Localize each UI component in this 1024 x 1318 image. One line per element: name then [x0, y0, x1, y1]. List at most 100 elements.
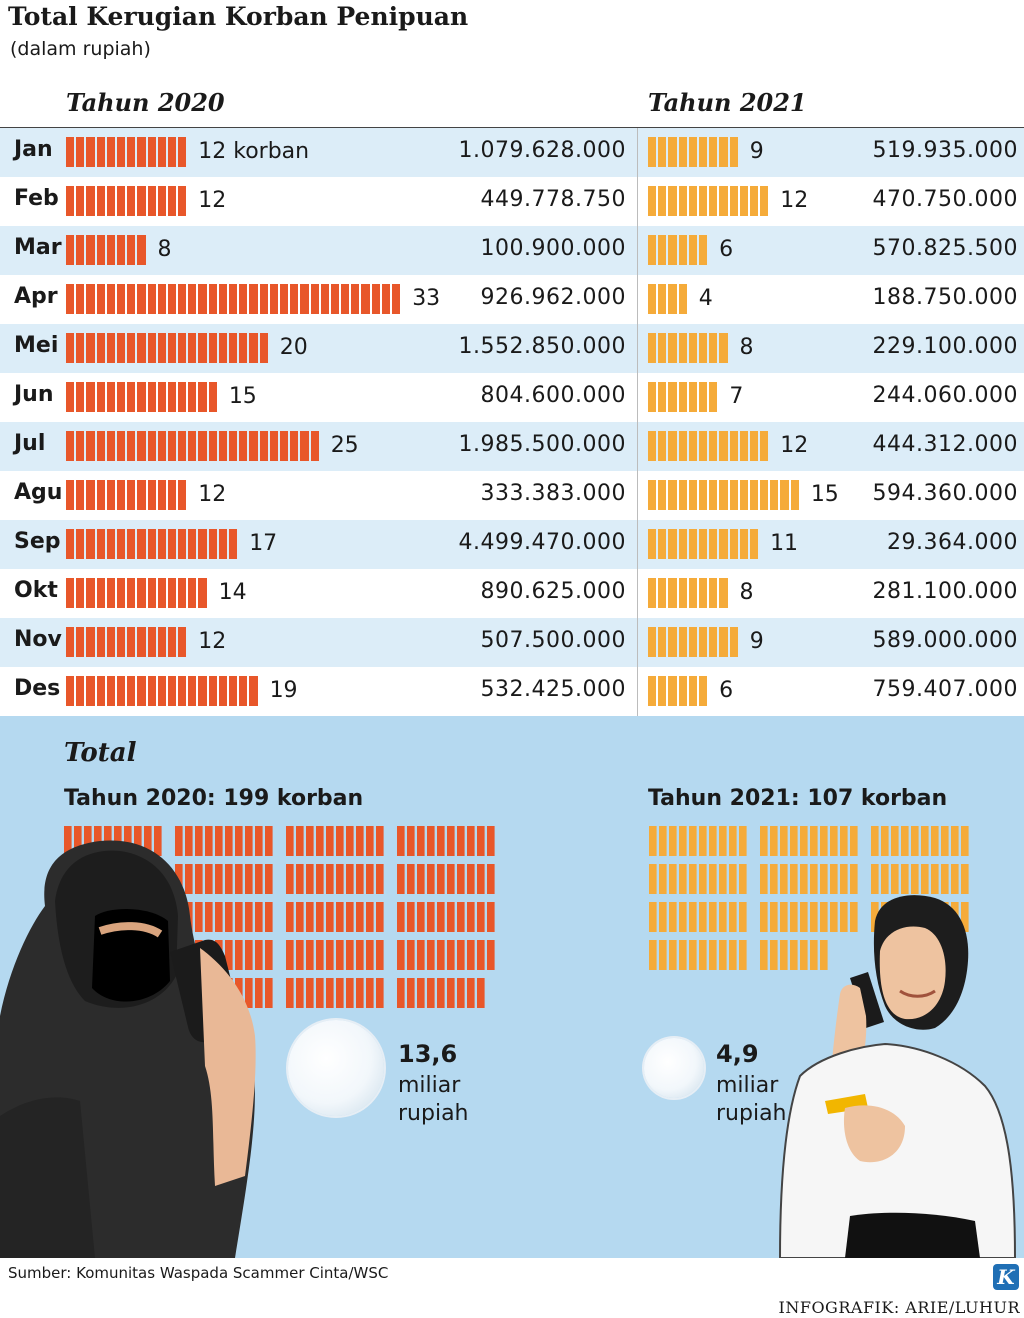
month-row: Jul 25 1.985.500.000 12 444.312.000: [0, 422, 1024, 471]
victim-tick-2021: [709, 627, 718, 657]
victim-tick-2021: [668, 186, 677, 216]
victim-tick-2020: [167, 529, 177, 559]
total-tick-2021: [961, 826, 969, 856]
total-tick-2020: [356, 864, 364, 894]
victim-tick-2020: [106, 137, 115, 167]
total-tick-2021: [669, 940, 677, 970]
total-tick-2020: [316, 978, 324, 1008]
victim-tick-2020: [249, 333, 258, 363]
total-tick-2020: [265, 978, 273, 1008]
total-tick-2020: [427, 864, 435, 894]
victim-tick-2020: [86, 676, 95, 706]
bar-2020: 12: [66, 186, 226, 216]
victim-tick-2021: [688, 382, 697, 412]
victim-tick-2021: [739, 431, 748, 461]
chart-subtitle: (dalam rupiah): [10, 38, 151, 60]
bar-2020: 12: [66, 480, 226, 510]
bar-2021: 7: [648, 382, 743, 412]
total-tick-2020: [235, 826, 243, 856]
loss-amount-2021: 589.000.000: [872, 628, 1018, 653]
victim-tick-2020: [188, 382, 197, 412]
total-tick-2020: [487, 902, 495, 932]
month-label: Mei: [14, 333, 59, 358]
total-tick-2021: [760, 826, 768, 856]
total-tick-2021: [810, 864, 818, 894]
victim-tick-2021: [648, 578, 657, 608]
total-tick-2020: [225, 902, 233, 932]
total-tick-2020: [397, 826, 405, 856]
victim-tick-2021: [668, 431, 677, 461]
victim-tick-2020: [147, 627, 156, 657]
victim-tick-2020: [208, 529, 217, 559]
victim-tick-2021: [658, 284, 667, 314]
victim-tick-2021: [770, 480, 779, 510]
total-tick-2020: [376, 864, 384, 894]
victim-tick-2021: [749, 529, 759, 559]
victim-tick-2021: [688, 627, 697, 657]
victim-tick-2020: [96, 235, 105, 265]
loss-amount-2021: 759.407.000: [872, 677, 1018, 702]
victim-tick-2021: [729, 529, 738, 559]
victim-tick-2021: [648, 676, 657, 706]
total-tick-2020: [417, 902, 425, 932]
victim-tick-2020: [167, 333, 177, 363]
total-tick-2020: [457, 826, 465, 856]
count-label-2020: 19: [269, 678, 298, 703]
count-label-2020: 12: [198, 188, 227, 213]
loss-amount-2020: 507.500.000: [480, 628, 626, 653]
victim-tick-2020: [127, 137, 136, 167]
victim-tick-2021: [709, 578, 718, 608]
total-tick-2020: [225, 940, 233, 970]
total-tick-2020: [376, 978, 384, 1008]
victim-tick-2020: [229, 333, 238, 363]
victim-tick-2020: [76, 333, 85, 363]
victim-tick-2021: [729, 627, 738, 657]
victim-tick-2021: [760, 480, 769, 510]
month-label: Nov: [14, 627, 62, 652]
victim-tick-2020: [66, 382, 75, 412]
victim-tick-2020: [76, 676, 85, 706]
count-label-2021: 9: [749, 139, 764, 164]
total-tick-2021: [729, 940, 737, 970]
bar-2020: 12: [66, 627, 226, 657]
victim-tick-2020: [178, 627, 187, 657]
total-unit-line2-2020: rupiah: [398, 1101, 469, 1126]
victim-tick-2021: [648, 333, 657, 363]
victim-tick-2020: [157, 529, 166, 559]
total-tick-2021: [810, 902, 818, 932]
loss-amount-2021: 570.825.500: [872, 236, 1018, 261]
victim-tick-2020: [279, 284, 289, 314]
victim-tick-2020: [341, 284, 350, 314]
victim-tick-2020: [66, 676, 75, 706]
total-tick-2020: [366, 978, 374, 1008]
total-tick-2021: [820, 864, 828, 894]
total-tick-2021: [739, 864, 747, 894]
victim-tick-2020: [106, 676, 115, 706]
total-tick-2021: [689, 940, 697, 970]
total-tick-2020: [306, 864, 314, 894]
total-tick-2021: [790, 902, 798, 932]
loss-amount-2021: 519.935.000: [872, 138, 1018, 163]
count-label-2021: 11: [770, 531, 799, 556]
total-tick-2020: [296, 826, 304, 856]
total-tick-2021: [709, 902, 717, 932]
victim-tick-2021: [709, 333, 718, 363]
victim-tick-2020: [218, 284, 227, 314]
victim-tick-2020: [381, 284, 390, 314]
victim-tick-2021: [678, 431, 687, 461]
victim-tick-2021: [648, 431, 657, 461]
total-tick-2020: [477, 940, 485, 970]
bar-2020: 19: [66, 676, 298, 706]
month-label: Des: [14, 676, 61, 701]
bar-2021: 6: [648, 676, 733, 706]
victim-tick-2020: [147, 333, 156, 363]
victim-tick-2021: [648, 382, 657, 412]
victim-tick-2020: [66, 284, 75, 314]
victim-tick-2020: [208, 676, 217, 706]
count-label-2021: 12: [780, 433, 809, 458]
loss-amount-2020: 890.625.000: [480, 579, 626, 604]
victim-tick-2021: [698, 186, 708, 216]
total-tick-2020: [376, 940, 384, 970]
victim-tick-2021: [688, 676, 697, 706]
victim-tick-2020: [96, 186, 105, 216]
